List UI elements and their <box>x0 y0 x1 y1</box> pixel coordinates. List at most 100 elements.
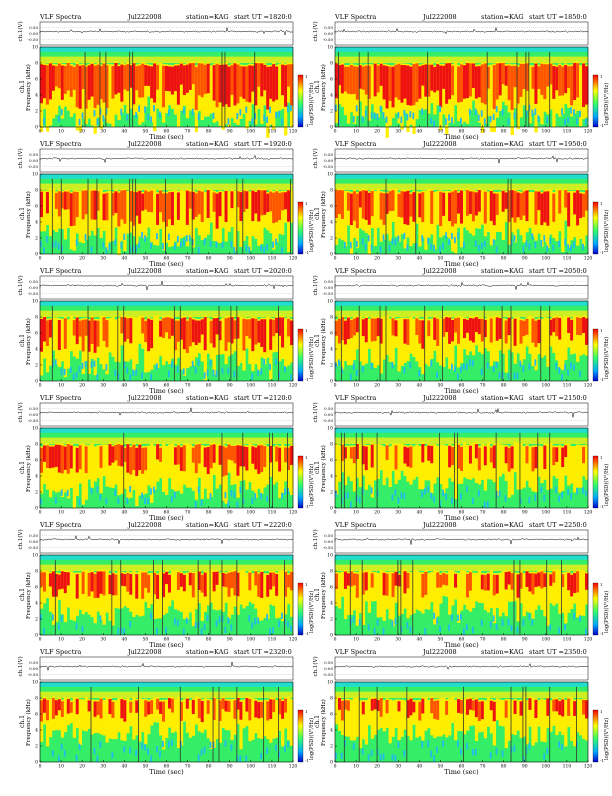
spectral-cell <box>129 700 133 727</box>
spectral-cell <box>367 754 370 761</box>
spectral-cell <box>248 246 251 253</box>
spectral-cell <box>585 188 589 236</box>
spectral-cell <box>40 570 44 609</box>
spectral-cell <box>576 488 578 495</box>
spectral-cell <box>290 572 294 591</box>
x-tick-label: 120 <box>584 129 593 135</box>
spectral-cell <box>123 628 126 635</box>
spectral-cell <box>224 698 228 731</box>
spectral-cell <box>170 496 173 503</box>
spectral-cell <box>349 445 354 482</box>
x-tick-label: 10 <box>58 129 64 135</box>
spectral-cell <box>72 191 77 226</box>
spectral-cell <box>346 317 351 340</box>
spectral-cell <box>537 66 541 90</box>
spectral-cell <box>135 574 139 599</box>
waveform-frame <box>334 529 589 554</box>
spectral-cell <box>394 445 398 470</box>
spectrogram-ylabel: Frequency (kHz) <box>320 572 327 619</box>
spectral-cell <box>170 698 175 713</box>
spectral-cell <box>96 445 100 479</box>
spectral-cell <box>221 696 225 729</box>
spectral-cell <box>54 572 59 622</box>
y-tick-label: 2 <box>330 490 333 496</box>
spectral-cell <box>90 570 94 618</box>
spectral-cell <box>346 66 351 94</box>
spectral-cell <box>400 443 404 471</box>
spectral-cell <box>260 753 263 760</box>
spectral-cell <box>525 318 529 335</box>
spectral-cell <box>400 116 403 124</box>
spectral-cell <box>465 318 470 356</box>
spectral-cell <box>448 114 450 121</box>
spectral-cell <box>269 572 273 590</box>
spectral-cell <box>275 238 277 245</box>
x-tick-label: 0 <box>334 129 337 135</box>
spectral-cell <box>203 317 207 351</box>
spectral-cell <box>343 492 346 500</box>
spectral-cell <box>170 570 175 601</box>
spectral-cell <box>185 572 190 620</box>
sferic-streak <box>501 305 503 381</box>
sferic-streak <box>525 51 527 127</box>
spectral-cell <box>75 371 78 379</box>
spectral-cell <box>144 700 148 717</box>
panel-station: station=KAG <box>481 267 524 275</box>
spectral-cell <box>42 317 47 342</box>
spectral-cell <box>537 191 541 211</box>
waveform-frame <box>39 529 294 554</box>
x-tick-label: 110 <box>268 764 277 770</box>
spectral-cell <box>468 359 471 366</box>
spectral-cell <box>153 486 155 494</box>
start-prefix: start UT = <box>529 267 564 275</box>
colorbar <box>592 455 599 509</box>
x-tick-label: 20 <box>79 383 85 389</box>
spectral-cell <box>376 573 380 618</box>
waveform-tick-label: 0.00 <box>324 412 333 417</box>
spectral-cell <box>474 317 479 333</box>
spectral-cell <box>150 189 154 243</box>
start-prefix: start UT = <box>529 648 564 656</box>
spectral-cell <box>495 442 500 496</box>
spectral-cell <box>132 316 136 371</box>
spectral-cell <box>242 569 246 609</box>
spectral-cell <box>516 192 520 218</box>
spectral-cell <box>462 442 467 478</box>
sferic-streak <box>439 432 440 508</box>
spectral-cell <box>257 369 260 376</box>
spectrogram-ylabel: Frequency (kHz) <box>25 191 32 238</box>
sferic-streak <box>236 305 238 381</box>
spectral-cell <box>564 118 566 126</box>
x-tick-label: 10 <box>58 637 64 643</box>
spectral-cell <box>337 118 340 125</box>
x-tick-label: 30 <box>395 129 401 135</box>
spectral-cell <box>507 190 511 223</box>
spectral-cell <box>218 320 222 341</box>
spectral-cell <box>391 620 394 627</box>
spectral-cell <box>555 699 559 712</box>
spectral-cell <box>477 569 482 603</box>
y-tick-label: 0 <box>330 506 333 512</box>
x-tick-label: 50 <box>438 256 444 262</box>
sferic-streak <box>561 559 563 635</box>
spectral-cell <box>424 315 428 364</box>
spectral-cell <box>263 190 267 215</box>
spectral-cell <box>448 624 450 631</box>
spectral-cell <box>167 66 172 92</box>
spectral-cell <box>418 193 422 218</box>
spectral-cell <box>218 190 222 243</box>
spectral-cell <box>335 573 339 590</box>
spectral-cell <box>60 65 65 100</box>
spectral-cell <box>555 362 558 370</box>
spectral-cell <box>275 358 277 366</box>
spectral-cell <box>376 188 380 228</box>
spectral-cell <box>522 573 526 617</box>
spectral-cell <box>153 315 157 365</box>
spectral-cell <box>552 699 556 712</box>
spectral-cell <box>457 444 461 469</box>
spectral-cell <box>451 320 455 342</box>
spectral-cell <box>242 318 246 351</box>
x-tick-label: 0 <box>39 129 42 135</box>
spectral-cell <box>209 65 213 114</box>
spectral-cell <box>403 65 407 99</box>
